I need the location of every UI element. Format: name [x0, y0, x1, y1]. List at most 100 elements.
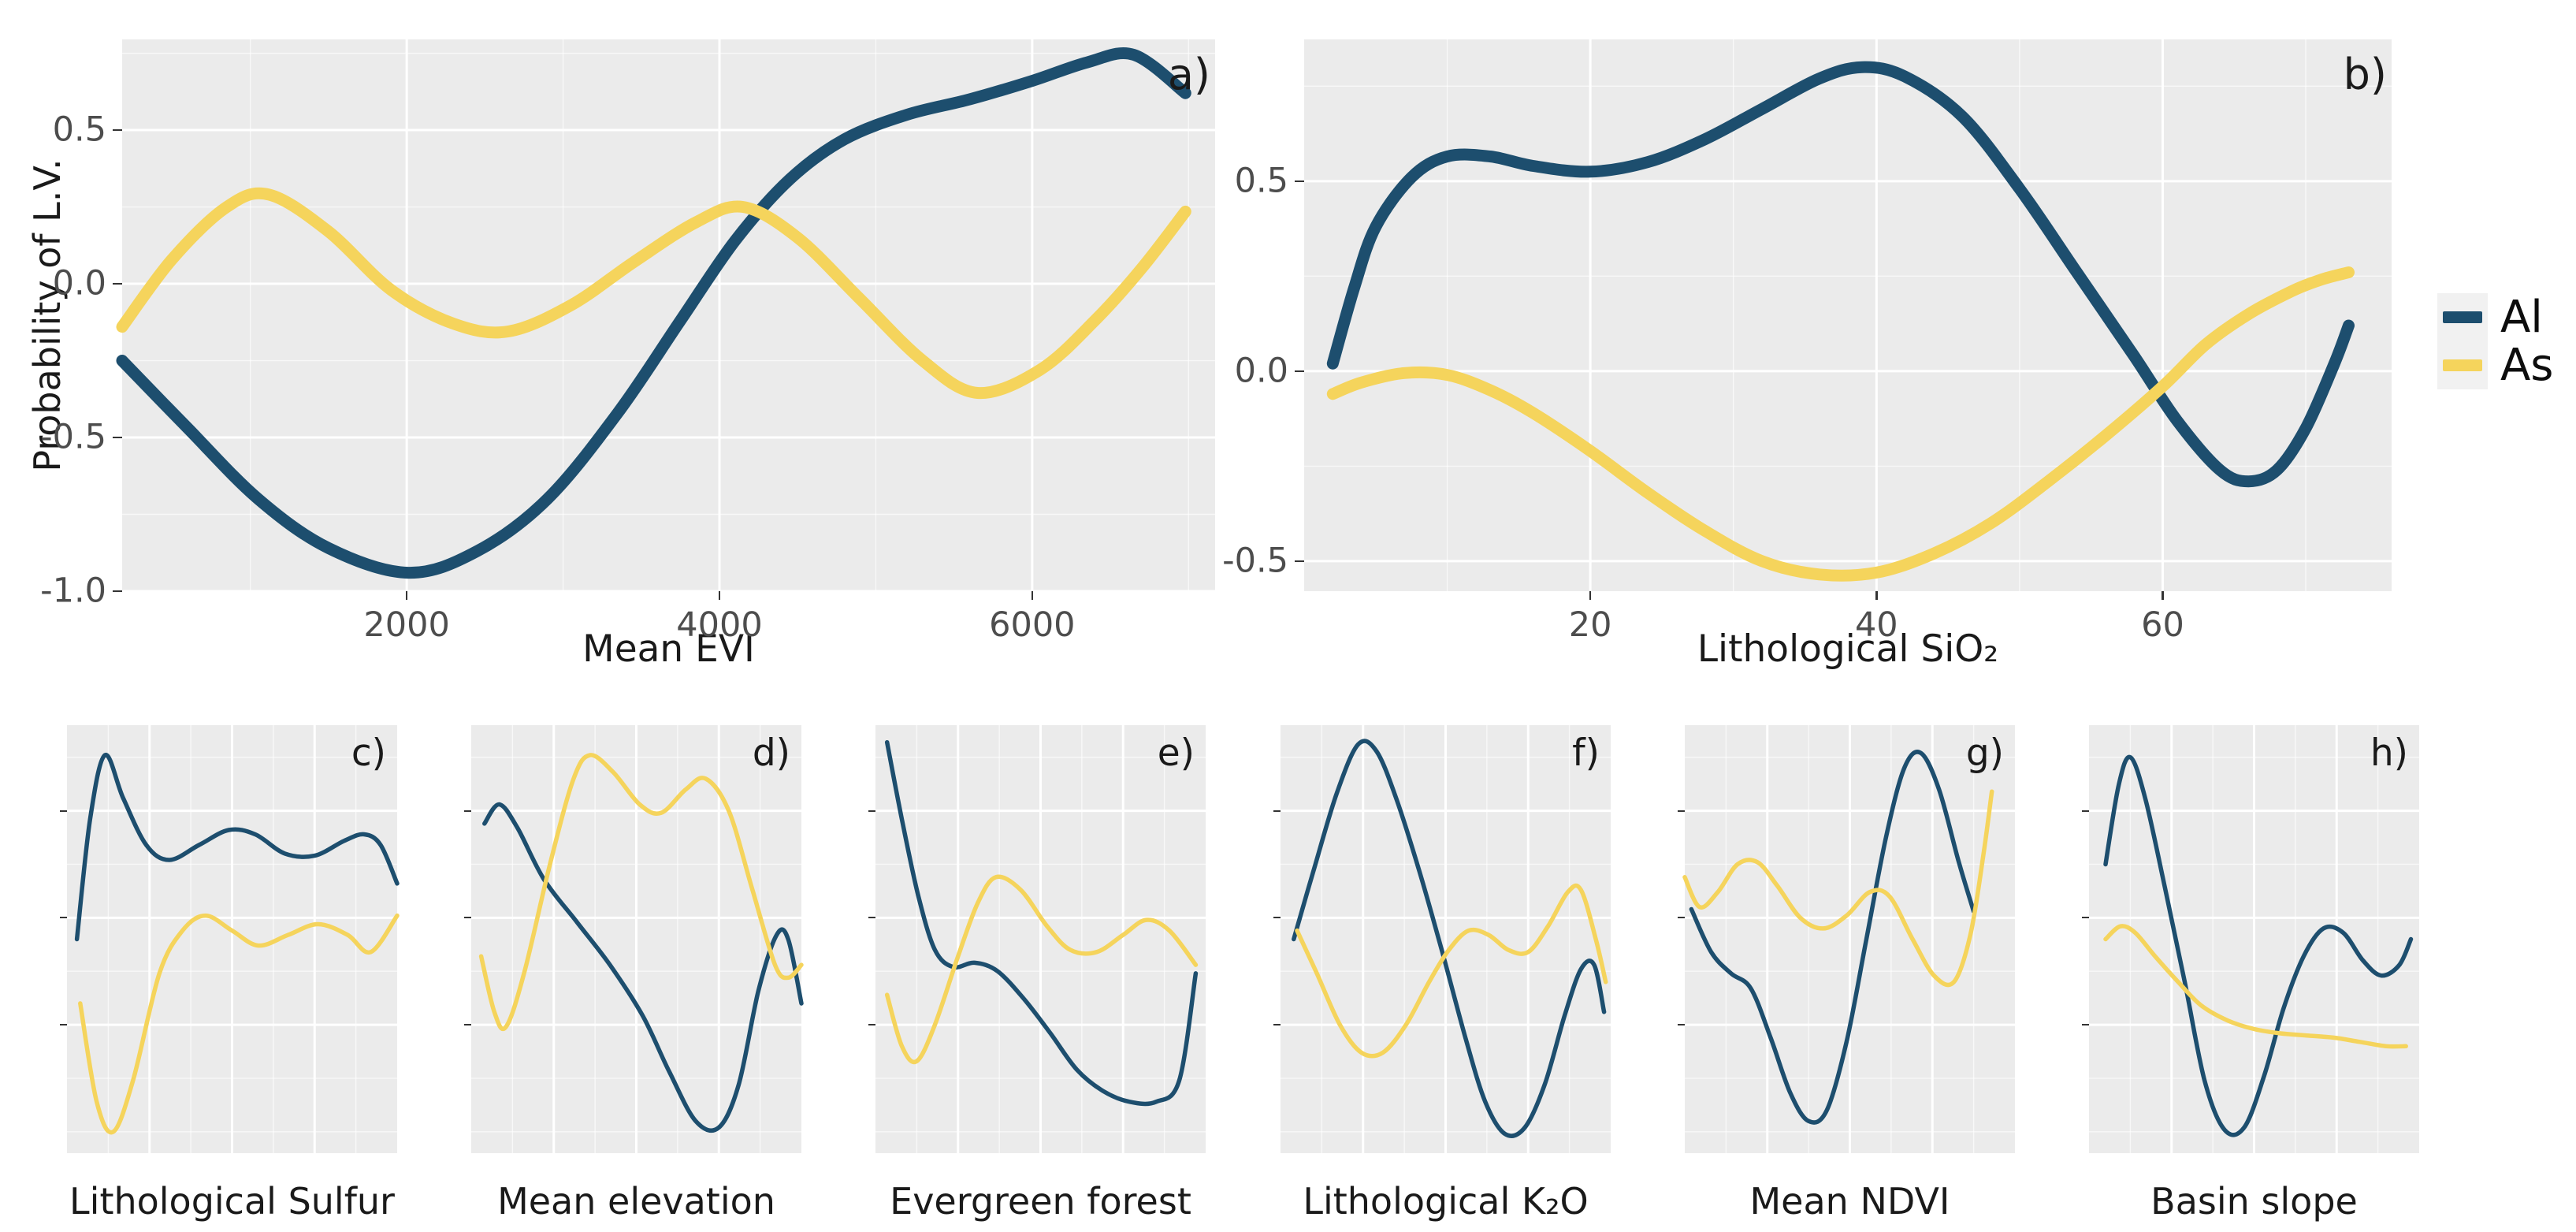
y-tick-mark: [1295, 180, 1304, 183]
legend-key-al: [2437, 293, 2488, 341]
x-tick-mark: [2162, 591, 2164, 600]
y-tick-mark: [1273, 1024, 1281, 1026]
panel-a: a) Mean EVI: [116, 39, 1215, 668]
y-tick-mark: [1678, 1024, 1685, 1026]
x-tick-mark: [1875, 591, 1878, 600]
x-tick-label: 40: [1854, 605, 1898, 645]
panel-b: b) Lithological SiO₂: [1304, 39, 2392, 668]
y-tick-mark: [60, 917, 67, 919]
y-tick-mark: [60, 1024, 67, 1026]
panel-e: e) Evergreen forest: [875, 725, 1206, 1219]
panel-c-plot: [67, 725, 400, 1153]
y-tick-mark: [1295, 560, 1304, 563]
panel-h-xlabel: Basin slope: [2150, 1180, 2358, 1223]
series-line-as: [1326, 266, 2355, 582]
as-line-swatch-icon: [2443, 359, 2482, 371]
panel-b-xlabel: Lithological SiO₂: [1697, 627, 1999, 671]
panel-f-letter: f): [1572, 731, 1600, 775]
y-tick-mark: [1295, 370, 1304, 373]
y-tick-label: -0.5: [1222, 541, 1288, 581]
series-line-as: [478, 753, 804, 1032]
y-tick-mark: [113, 282, 122, 285]
panel-h: h) Basin slope: [2089, 725, 2419, 1219]
y-tick-label: -0.5: [40, 417, 106, 457]
panel-g-xlabel: Mean NDVI: [1749, 1180, 1950, 1223]
legend: Al As: [2437, 293, 2553, 389]
y-tick-label: 0.0: [52, 263, 106, 303]
y-tick-label: 0.0: [1234, 351, 1288, 391]
panel-g-letter: g): [1965, 731, 2004, 775]
panel-e-plot: [875, 725, 1206, 1153]
y-tick-label: -1.0: [40, 571, 106, 611]
legend-key-as: [2437, 341, 2488, 389]
y-tick-mark: [868, 917, 875, 919]
x-tick-label: 20: [1568, 605, 1612, 645]
panel-d-letter: d): [752, 731, 790, 775]
y-tick-mark: [868, 810, 875, 812]
y-tick-mark: [464, 917, 471, 919]
panel-f: f) Lithological K₂O: [1281, 725, 1611, 1219]
series-line-al: [116, 47, 1191, 579]
series-line-al: [74, 753, 400, 942]
x-tick-label: 6000: [989, 605, 1076, 645]
y-tick-mark: [113, 436, 122, 439]
panel-b-letter: b): [2343, 50, 2387, 99]
panel-e-letter: e): [1157, 731, 1195, 775]
y-tick-mark: [113, 590, 122, 593]
panel-c-xlabel: Lithological Sulfur: [69, 1180, 395, 1223]
x-tick-label: 4000: [676, 605, 763, 645]
panel-c: c) Lithological Sulfur: [67, 725, 400, 1219]
x-tick-mark: [405, 591, 408, 600]
y-tick-mark: [60, 810, 67, 812]
y-tick-mark: [1678, 810, 1685, 812]
y-tick-mark: [113, 128, 122, 132]
series-line-as: [116, 187, 1191, 400]
legend-label-al: Al: [2500, 291, 2543, 343]
y-tick-mark: [1678, 917, 1685, 919]
x-tick-mark: [1589, 591, 1592, 600]
y-tick-mark: [1273, 917, 1281, 919]
panel-d-xlabel: Mean elevation: [497, 1180, 775, 1223]
y-tick-label: 0.5: [52, 110, 106, 150]
series-line-al: [884, 739, 1199, 1107]
series-line-al: [2103, 754, 2414, 1137]
series-line-as: [2103, 924, 2408, 1049]
panel-f-plot: [1281, 725, 1611, 1153]
y-tick-label: 0.5: [1234, 161, 1288, 201]
series-line-al: [482, 802, 804, 1133]
panel-g: g) Mean NDVI: [1682, 725, 2015, 1219]
y-tick-mark: [868, 1024, 875, 1026]
y-tick-mark: [464, 810, 471, 812]
x-tick-mark: [1031, 591, 1034, 600]
panel-f-xlabel: Lithological K₂O: [1303, 1180, 1589, 1223]
series-line-al: [1292, 739, 1607, 1138]
y-tick-mark: [1273, 810, 1281, 812]
x-tick-label: 2000: [363, 605, 450, 645]
panel-d: d) Mean elevation: [471, 725, 804, 1219]
y-tick-mark: [464, 1024, 471, 1026]
legend-item-al: Al: [2437, 293, 2553, 341]
panel-a-letter: a): [1167, 50, 1210, 99]
series-line-as: [884, 874, 1199, 1065]
al-line-swatch-icon: [2443, 311, 2482, 323]
series-line-as: [1682, 789, 1994, 988]
panel-h-plot: [2089, 725, 2419, 1153]
series-line-al: [1689, 750, 1976, 1125]
panel-a-plot: [116, 39, 1215, 593]
panel-b-plot: [1304, 39, 2392, 591]
legend-label-as: As: [2500, 339, 2554, 391]
series-line-as: [1295, 883, 1608, 1059]
panel-d-plot: [471, 725, 804, 1153]
x-tick-mark: [718, 591, 721, 600]
y-tick-mark: [2082, 1024, 2089, 1026]
legend-item-as: As: [2437, 341, 2553, 389]
panel-h-letter: h): [2370, 731, 2408, 775]
y-tick-mark: [2082, 810, 2089, 812]
series-line-al: [1326, 61, 2355, 488]
panel-g-plot: [1682, 725, 2015, 1153]
panel-c-letter: c): [351, 731, 386, 775]
y-tick-mark: [2082, 917, 2089, 919]
panel-e-xlabel: Evergreen forest: [890, 1180, 1191, 1223]
panel-a-xlabel: Mean EVI: [582, 627, 755, 671]
